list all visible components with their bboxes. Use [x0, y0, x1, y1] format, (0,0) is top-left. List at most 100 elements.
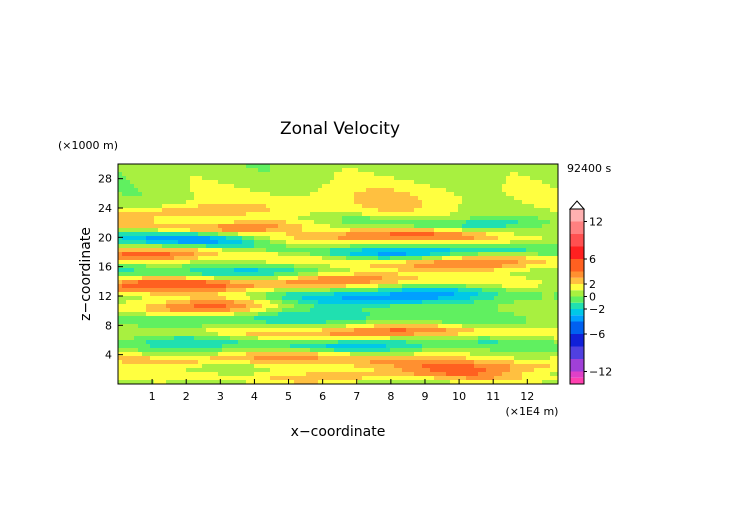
contour-cell	[274, 252, 279, 257]
contour-cell	[330, 312, 335, 317]
contour-cell	[486, 220, 491, 225]
contour-cell	[270, 332, 275, 337]
contour-cell	[482, 324, 487, 329]
contour-cell	[254, 192, 259, 197]
contour-cell	[342, 268, 347, 273]
contour-cell	[270, 240, 275, 245]
contour-cell	[142, 176, 147, 181]
contour-cell	[514, 220, 519, 225]
contour-cell	[234, 332, 239, 337]
contour-cell	[174, 344, 179, 349]
contour-cell	[282, 216, 287, 221]
contour-cell	[226, 212, 231, 217]
contour-cell	[286, 172, 291, 177]
contour-cell	[318, 256, 323, 261]
contour-cell	[342, 216, 347, 221]
contour-cell	[122, 324, 127, 329]
contour-cell	[454, 196, 459, 201]
contour-cell	[222, 332, 227, 337]
contour-cell	[306, 244, 311, 249]
contour-cell	[146, 320, 151, 325]
contour-cell	[550, 204, 555, 209]
contour-cell	[134, 252, 139, 257]
contour-cell	[158, 280, 163, 285]
contour-cell	[346, 264, 351, 269]
contour-cell	[318, 224, 323, 229]
contour-cell	[338, 180, 343, 185]
contour-cell	[126, 212, 131, 217]
contour-cell	[402, 304, 407, 309]
contour-cell	[542, 180, 547, 185]
contour-cell	[434, 196, 439, 201]
contour-cell	[478, 292, 483, 297]
contour-cell	[266, 324, 271, 329]
contour-cell	[322, 260, 327, 265]
contour-cell	[234, 292, 239, 297]
contour-cell	[146, 244, 151, 249]
contour-cell	[326, 268, 331, 273]
contour-cell	[334, 336, 339, 341]
contour-cell	[378, 168, 383, 173]
contour-cell	[386, 232, 391, 237]
contour-cell	[150, 336, 155, 341]
contour-cell	[490, 256, 495, 261]
contour-cell	[442, 316, 447, 321]
contour-cell	[446, 276, 451, 281]
contour-cell	[154, 312, 159, 317]
contour-cell	[222, 168, 227, 173]
contour-cell	[490, 324, 495, 329]
contour-cell	[334, 228, 339, 233]
contour-cell	[418, 216, 423, 221]
contour-cell	[502, 168, 507, 173]
contour-cell	[430, 316, 435, 321]
contour-cell	[370, 300, 375, 305]
contour-cell	[454, 244, 459, 249]
contour-cell	[546, 336, 551, 341]
contour-cell	[290, 220, 295, 225]
contour-cell	[370, 240, 375, 245]
contour-cell	[206, 308, 211, 313]
contour-cell	[466, 188, 471, 193]
contour-cell	[222, 172, 227, 177]
contour-cell	[522, 216, 527, 221]
contour-cell	[258, 288, 263, 293]
contour-cell	[178, 332, 183, 337]
contour-cell	[242, 228, 247, 233]
contour-cell	[170, 324, 175, 329]
contour-cell	[170, 340, 175, 345]
contour-cell	[458, 184, 463, 189]
contour-cell	[166, 192, 171, 197]
contour-cell	[394, 244, 399, 249]
contour-cell	[242, 292, 247, 297]
contour-cell	[206, 232, 211, 237]
contour-cell	[474, 236, 479, 241]
contour-cell	[458, 232, 463, 237]
contour-cell	[286, 188, 291, 193]
contour-cell	[430, 188, 435, 193]
contour-cell	[398, 164, 403, 169]
contour-cell	[182, 332, 187, 337]
contour-cell	[398, 232, 403, 237]
contour-cell	[254, 224, 259, 229]
contour-cell	[134, 244, 139, 249]
contour-cell	[546, 212, 551, 217]
contour-cell	[270, 272, 275, 277]
contour-cell	[302, 184, 307, 189]
contour-cell	[254, 236, 259, 241]
contour-cell	[530, 320, 535, 325]
contour-cell	[186, 168, 191, 173]
contour-cell	[134, 332, 139, 337]
contour-cell	[298, 312, 303, 317]
contour-cell	[130, 324, 135, 329]
contour-cell	[378, 316, 383, 321]
contour-cell	[154, 344, 159, 349]
contour-cell	[202, 188, 207, 193]
contour-cell	[194, 304, 199, 309]
contour-cell	[190, 192, 195, 197]
contour-cell	[130, 272, 135, 277]
contour-cell	[462, 320, 467, 325]
contour-cell	[166, 320, 171, 325]
contour-cell	[198, 176, 203, 181]
contour-cell	[346, 320, 351, 325]
contour-cell	[386, 316, 391, 321]
